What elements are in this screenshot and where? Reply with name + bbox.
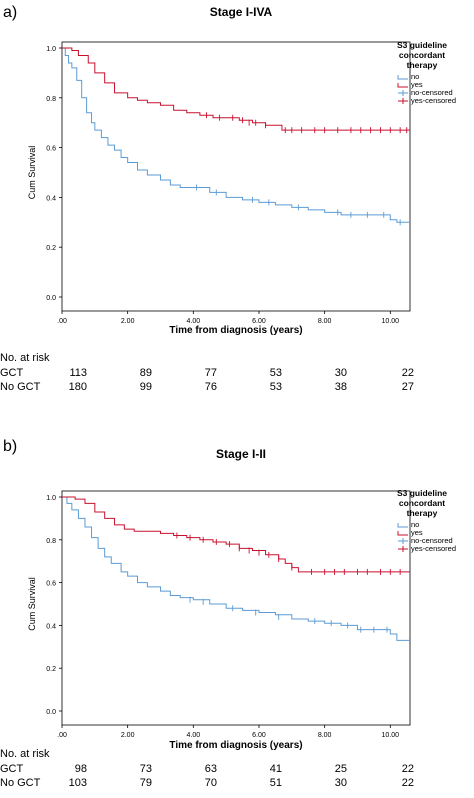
- legend-title: therapy: [407, 60, 438, 70]
- x-axis-label: Time from diagnosis (years): [169, 740, 302, 751]
- y-tick-label: 0.4: [46, 623, 56, 630]
- legend-swatch-step: [397, 83, 408, 88]
- legend-entry-no-censored: no-censored: [411, 88, 453, 97]
- risk-count: 27: [401, 381, 414, 393]
- y-axis-label: Cum Survival: [27, 577, 37, 631]
- legend-entry-no: no: [411, 520, 419, 529]
- legend-swatch-step: [397, 75, 408, 80]
- risk-count: 22: [401, 763, 414, 775]
- y-tick-label: 0.0: [46, 295, 56, 302]
- legend-entry-no-censored: no-censored: [411, 536, 453, 545]
- x-tick-label: 10.00: [382, 732, 400, 739]
- risk-count: 41: [269, 763, 282, 775]
- x-tick-label: 10.00: [382, 318, 400, 325]
- risk-row-label: GCT: [0, 763, 24, 775]
- panel-letter: a): [3, 4, 18, 21]
- y-tick-label: 0.2: [46, 666, 56, 673]
- risk-count: 51: [269, 777, 282, 789]
- plot-frame: [61, 41, 411, 312]
- x-axis-label: Time from diagnosis (years): [169, 325, 302, 336]
- legend-title: S3 guideline: [397, 40, 447, 50]
- series-line-no: [62, 496, 410, 641]
- risk-count: 79: [139, 777, 152, 789]
- x-tick-label: 8.00: [318, 318, 332, 325]
- x-tick-label: 6.00: [252, 318, 266, 325]
- y-tick-label: 0.4: [46, 195, 56, 202]
- x-tick-label: 4.00: [187, 318, 201, 325]
- y-tick-label: 0.2: [46, 245, 56, 252]
- risk-row-label: No GCT: [0, 381, 41, 393]
- y-tick-label: 0.6: [46, 146, 56, 153]
- risk-count: 22: [401, 777, 414, 789]
- legend-entry-yes: yes: [411, 80, 423, 89]
- risk-count: 103: [68, 777, 87, 789]
- x-tick-label: 2.00: [121, 318, 135, 325]
- risk-table-header: No. at risk: [0, 352, 50, 364]
- legend-entry-no: no: [411, 72, 419, 81]
- risk-count: 53: [269, 381, 282, 393]
- series-line-yes: [62, 47, 410, 131]
- risk-count: 53: [269, 367, 282, 379]
- risk-count: 70: [204, 777, 217, 789]
- risk-count: 63: [204, 763, 217, 775]
- risk-row-label: GCT: [0, 367, 24, 379]
- legend-title: concordant: [399, 498, 445, 508]
- series-line-yes: [62, 496, 410, 573]
- x-tick-label: 4.00: [187, 732, 201, 739]
- legend-entry-yes: yes: [411, 528, 423, 537]
- panel-letter: b): [3, 438, 18, 455]
- risk-count: 73: [139, 763, 152, 775]
- legend-entry-yes-censored: yes-censored: [411, 96, 456, 105]
- risk-count: 77: [204, 367, 217, 379]
- y-axis-label: Cum Survival: [27, 146, 37, 200]
- y-tick-label: 0.8: [46, 538, 56, 545]
- risk-count: 98: [74, 763, 87, 775]
- series-line-no: [62, 47, 410, 223]
- legend-swatch-step: [397, 523, 408, 528]
- survival-chart-stage-i-ii: Stage I-II 0.0 0.2 0.4 0.6 0.8 1.0 .00 2.00 4.00 6…: [27, 447, 456, 751]
- y-tick-label: 1.0: [46, 495, 56, 502]
- risk-row-label: No GCT: [0, 777, 41, 789]
- y-tick-label: 0.6: [46, 581, 56, 588]
- risk-count: 25: [334, 763, 347, 775]
- chart-title: Stage I-II: [216, 447, 266, 461]
- risk-count: 22: [401, 367, 414, 379]
- y-tick-label: 0.8: [46, 96, 56, 103]
- x-tick-label: 2.00: [121, 732, 135, 739]
- plot-frame: [61, 490, 411, 726]
- legend-title: S3 guideline: [397, 488, 447, 498]
- risk-count: 99: [139, 381, 152, 393]
- panel-b: b) Stage I-II 0.0 0.2 0.4 0.6 0.8 1.0 .00 2.00 4.…: [0, 430, 474, 798]
- legend-title: therapy: [407, 508, 438, 518]
- y-tick-label: 0.0: [46, 709, 56, 716]
- risk-count: 89: [139, 367, 152, 379]
- x-tick-label: .00: [57, 318, 67, 325]
- risk-count: 76: [204, 381, 217, 393]
- y-tick-label: 1.0: [46, 46, 56, 53]
- legend-swatch-step: [397, 531, 408, 536]
- x-tick-label: 8.00: [318, 732, 332, 739]
- risk-count: 180: [68, 381, 87, 393]
- x-tick-label: 6.00: [252, 732, 266, 739]
- panel-a: a) Stage I-IVA 0.0 0.2 0.4 0.6 0.8 1.0 .00 2.00 4…: [0, 4, 456, 393]
- legend-entry-yes-censored: yes-censored: [411, 544, 456, 553]
- chart-title: Stage I-IVA: [210, 5, 273, 19]
- risk-count: 30: [334, 367, 347, 379]
- x-tick-label: .00: [57, 732, 67, 739]
- survival-chart-stage-i-iva: Stage I-IVA 0.0 0.2 0.4 0.6 0.8 1.0 .00 2.00 4.00…: [27, 5, 456, 336]
- risk-count: 38: [334, 381, 347, 393]
- legend-title: concordant: [399, 50, 445, 60]
- risk-count: 113: [69, 367, 87, 379]
- risk-count: 30: [334, 777, 347, 789]
- risk-table-header: No. at risk: [0, 748, 50, 760]
